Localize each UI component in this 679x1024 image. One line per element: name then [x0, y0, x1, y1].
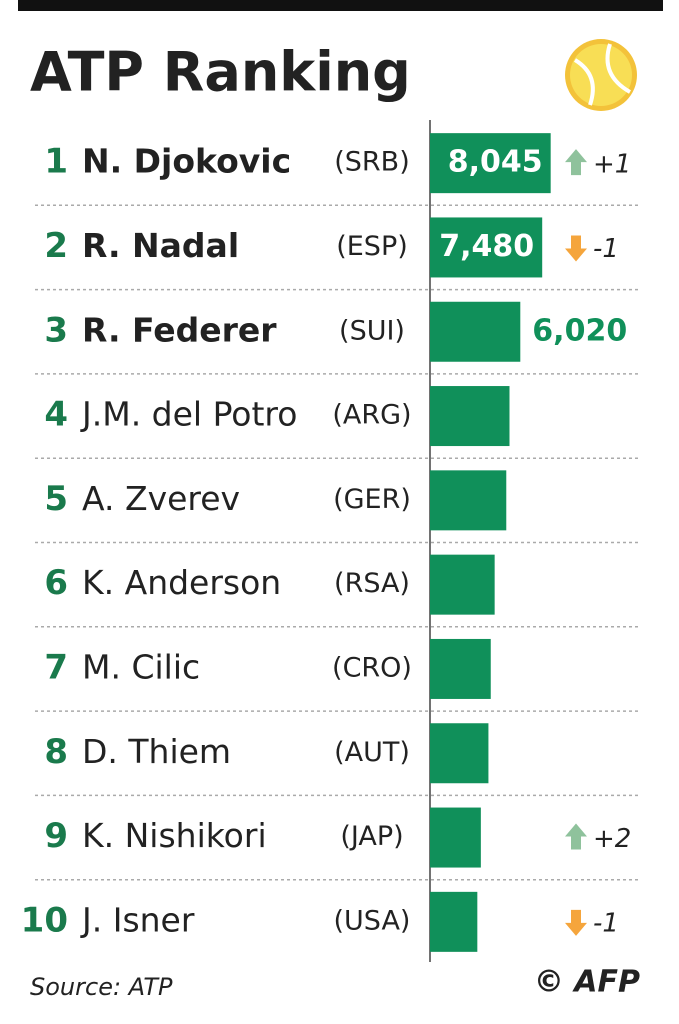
- country: (ARG): [332, 400, 411, 431]
- rank-change: -1: [593, 234, 619, 264]
- player-name: R. Federer: [82, 310, 277, 349]
- country: (SUI): [339, 315, 405, 346]
- bar: [430, 133, 551, 194]
- bar: [430, 217, 543, 278]
- top-rule: [18, 0, 663, 11]
- player-name: K. Nishikori: [82, 816, 267, 855]
- player-name: J.M. del Potro: [80, 395, 297, 434]
- country: (GER): [333, 484, 411, 515]
- bar: [430, 301, 521, 362]
- rank: 9: [44, 816, 68, 856]
- rank: 4: [44, 395, 68, 435]
- rank: 10: [21, 900, 68, 940]
- rank-change: -1: [593, 908, 619, 938]
- value-label: 8,045: [448, 145, 543, 180]
- player-name: M. Cilic: [82, 647, 200, 686]
- chart-title: ATP Ranking: [30, 41, 411, 104]
- value-label: 6,020: [532, 313, 627, 348]
- rank: 5: [44, 479, 68, 519]
- player-name: R. Nadal: [82, 226, 239, 265]
- player-name: A. Zverev: [82, 479, 240, 518]
- arrow-down: [565, 909, 587, 936]
- bar: [430, 470, 507, 531]
- country: (JAP): [340, 821, 403, 852]
- rank: 6: [44, 563, 68, 603]
- arrow-up: [565, 149, 587, 176]
- bar: [430, 638, 491, 699]
- source: Source: ATP: [30, 973, 173, 1001]
- country: (RSA): [334, 568, 410, 599]
- player-name: K. Anderson: [82, 563, 281, 602]
- country: (SRB): [334, 147, 410, 178]
- rank: 2: [44, 226, 68, 266]
- country: (ESP): [336, 231, 408, 262]
- tennis-ball: [565, 39, 637, 111]
- rank: 8: [44, 732, 68, 772]
- bar: [430, 554, 495, 615]
- bar: [430, 891, 478, 952]
- bar: [430, 807, 481, 868]
- credit: © AFP: [534, 965, 640, 1000]
- value-label: 7,480: [439, 229, 534, 264]
- bar: [430, 386, 510, 447]
- rank-change: +1: [593, 150, 631, 180]
- rank: 1: [44, 142, 68, 182]
- rank: 7: [44, 647, 68, 687]
- player-name: D. Thiem: [82, 732, 231, 771]
- country: (AUT): [334, 737, 410, 768]
- arrow-down: [565, 235, 587, 262]
- player-name: J. Isner: [80, 900, 195, 939]
- rank-change: +2: [593, 824, 631, 854]
- bar: [430, 723, 489, 784]
- country: (USA): [334, 905, 411, 936]
- rank: 3: [44, 310, 68, 350]
- player-name: N. Djokovic: [82, 142, 291, 181]
- arrow-up: [565, 823, 587, 850]
- country: (CRO): [332, 652, 412, 683]
